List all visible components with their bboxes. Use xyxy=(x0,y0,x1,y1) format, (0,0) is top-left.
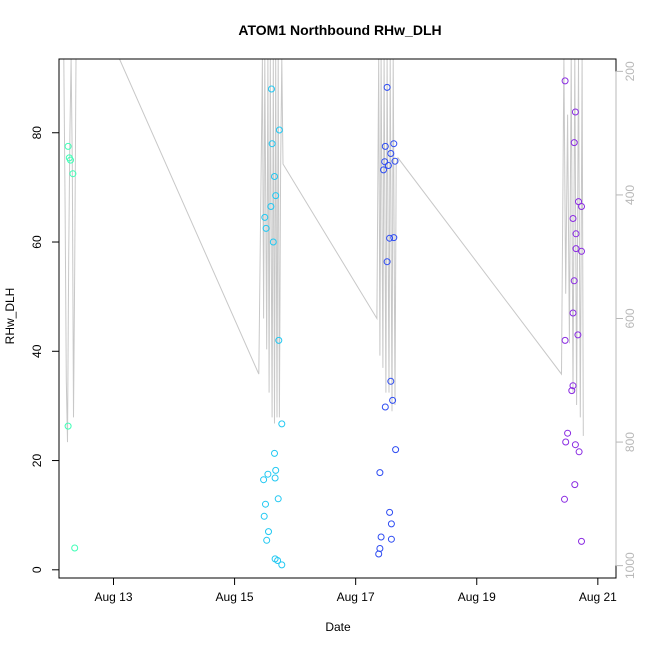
flight4-point xyxy=(575,198,582,206)
flight2-point xyxy=(278,420,286,428)
flight2-point xyxy=(269,238,277,246)
flight4-point xyxy=(578,203,585,210)
flight2-point xyxy=(265,528,272,536)
y-tick-label: 40 xyxy=(30,344,44,358)
flight2-point xyxy=(267,203,275,210)
flight4-point xyxy=(571,108,579,116)
flight2-point xyxy=(272,192,280,200)
flight4-point xyxy=(570,139,578,147)
flight1-point xyxy=(64,422,72,430)
flight2-point xyxy=(274,557,282,564)
plot-frame xyxy=(58,58,617,579)
flight3-point xyxy=(390,140,398,148)
flight4-point xyxy=(571,441,579,449)
flight2-point xyxy=(274,495,282,503)
flight3-point xyxy=(389,396,397,404)
flight4-point xyxy=(572,230,580,238)
flight3-point xyxy=(377,533,385,541)
flight4-point xyxy=(561,336,569,344)
flight4-point xyxy=(578,537,585,545)
flight4-point xyxy=(569,215,577,222)
flight1-point xyxy=(67,156,74,164)
flight3-point xyxy=(381,142,389,150)
flight3-point xyxy=(376,545,384,552)
flight3-point xyxy=(387,535,395,543)
flight2-point xyxy=(271,173,278,180)
flight2-point xyxy=(268,140,276,148)
flight2-point xyxy=(260,512,268,520)
flight3-point xyxy=(376,469,384,477)
flight3-point xyxy=(386,508,394,516)
flight3-point xyxy=(392,446,400,454)
flight2-point xyxy=(261,213,269,221)
y-axis: 0 20 40 60 80 xyxy=(30,126,60,573)
right-axis: 200 400 600 800 1000 xyxy=(615,61,637,579)
flight3-point xyxy=(387,377,395,385)
flight3-point xyxy=(383,258,391,266)
flight3-point xyxy=(383,83,391,91)
flight4-point xyxy=(569,382,577,390)
flight3-point xyxy=(390,234,398,242)
flight2-point xyxy=(275,126,283,134)
y-axis-label: RHw_DLH xyxy=(3,288,17,345)
flight4-point xyxy=(568,387,576,395)
flight2-point xyxy=(275,336,283,344)
flight1-point xyxy=(64,142,72,150)
flight2-point xyxy=(263,536,271,544)
flight2-point xyxy=(272,466,280,474)
flight2-point xyxy=(268,85,275,93)
flight3-point xyxy=(384,162,392,169)
flight2-point xyxy=(264,470,272,478)
flight3-point xyxy=(380,166,387,174)
data-points-layer xyxy=(64,77,585,569)
x-axis-label: Date xyxy=(325,620,351,634)
right-tick-label: 600 xyxy=(623,308,637,328)
chart-title: ATOM1 Northbound RHw_DLH xyxy=(238,22,441,38)
flight4-point xyxy=(570,277,578,285)
flight2-point xyxy=(262,500,269,508)
y-tick-label: 60 xyxy=(30,235,44,249)
flight4-point xyxy=(561,495,568,503)
flight2-point xyxy=(260,476,268,484)
flight3-point xyxy=(381,403,389,411)
flight4-point xyxy=(578,247,585,255)
x-tick-label: Aug 21 xyxy=(579,590,617,604)
y-tick-label: 0 xyxy=(30,566,44,573)
pressure-trace-layer xyxy=(63,58,584,443)
flight2-point xyxy=(278,561,286,569)
x-tick-label: Aug 15 xyxy=(216,590,254,604)
x-axis: Aug 13 Aug 15 Aug 17 Aug 19 Aug 21 xyxy=(94,577,617,604)
flight2-point xyxy=(271,474,279,482)
flight4-point xyxy=(569,309,577,317)
right-tick-label: 1000 xyxy=(623,552,637,579)
flight1-point xyxy=(71,544,79,552)
flight3-point xyxy=(391,157,399,165)
x-tick-label: Aug 17 xyxy=(337,590,375,604)
y-tick-label: 80 xyxy=(30,126,44,140)
x-tick-label: Aug 19 xyxy=(458,590,496,604)
flight4-point xyxy=(564,429,572,437)
x-tick-label: Aug 13 xyxy=(94,590,132,604)
flight2-point xyxy=(262,224,270,232)
flight4-point xyxy=(571,481,579,489)
right-tick-label: 400 xyxy=(623,185,637,205)
flight4-point xyxy=(562,438,570,446)
flight4-point xyxy=(575,448,583,456)
flight3-point xyxy=(386,234,394,242)
right-tick-label: 200 xyxy=(623,61,637,81)
flight4-point xyxy=(572,245,580,253)
y-tick-label: 20 xyxy=(30,454,44,468)
flight2-point xyxy=(271,449,278,457)
pressure-trace-line xyxy=(63,58,584,443)
flight3-point xyxy=(375,550,383,558)
flight3-point xyxy=(381,158,389,166)
right-tick-label: 800 xyxy=(623,432,637,452)
flight3-point xyxy=(387,520,395,528)
flight4-point xyxy=(561,77,569,85)
flight3-point xyxy=(387,150,395,157)
flight4-point xyxy=(574,331,582,339)
flight1-point xyxy=(69,170,77,178)
